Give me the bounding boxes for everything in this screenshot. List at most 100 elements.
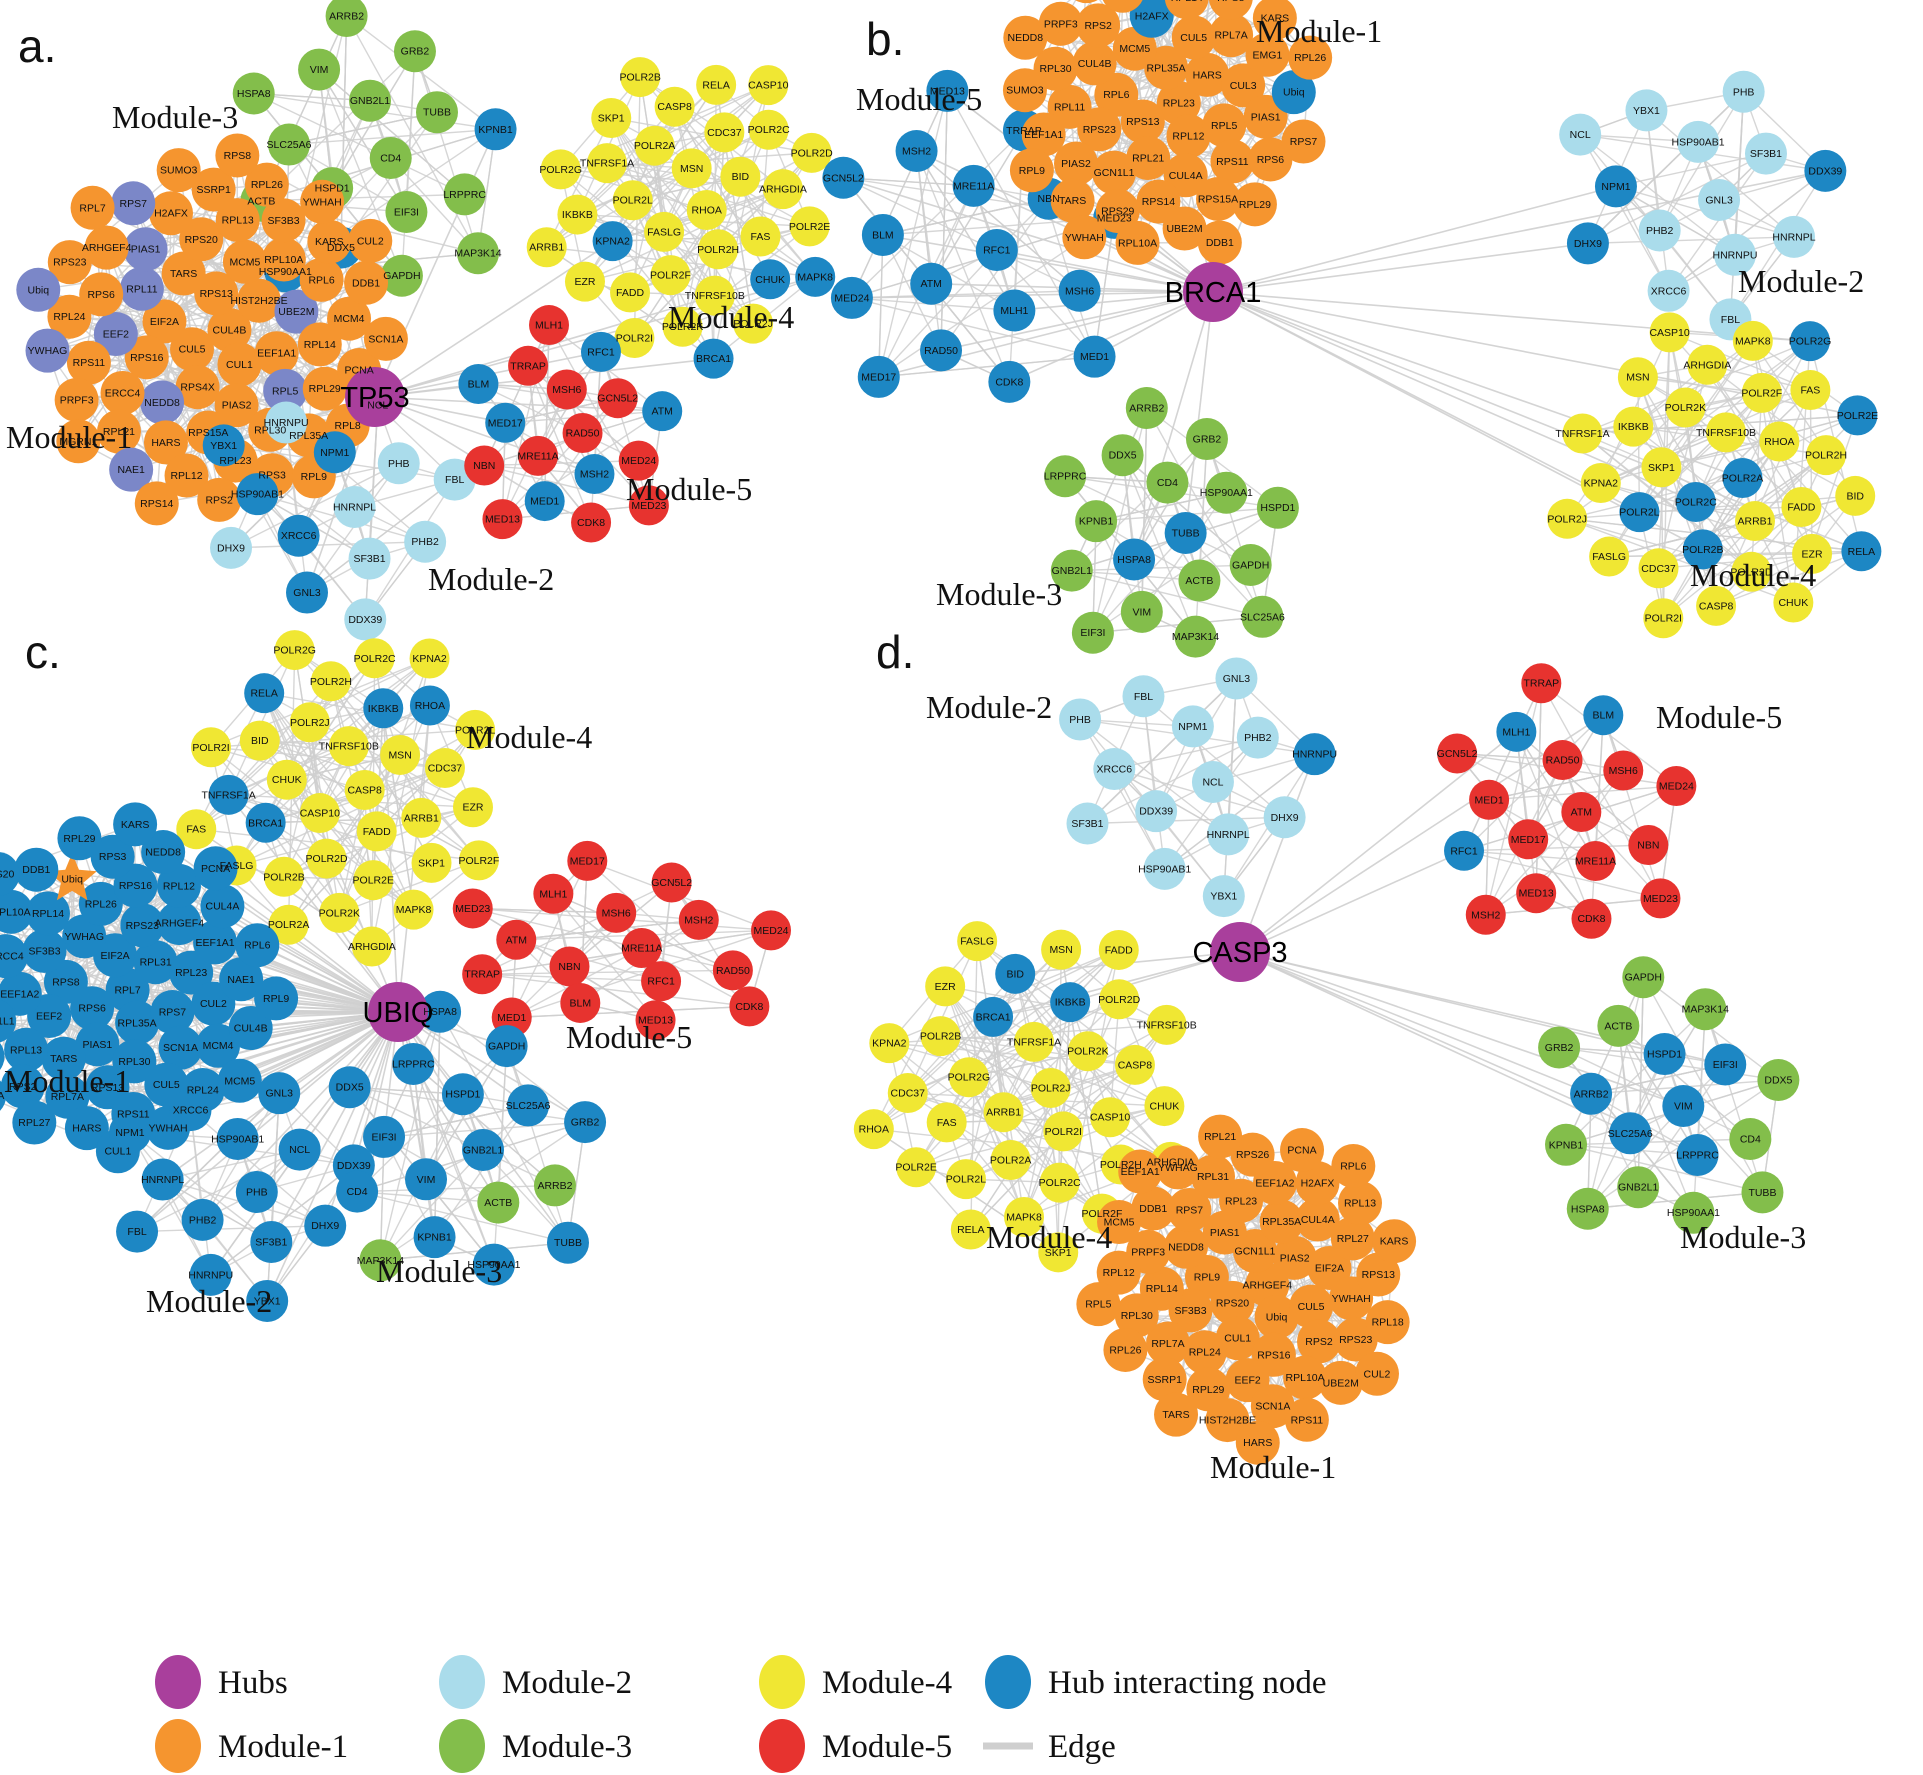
panel-b: b. RFC1 ATM MRE11A MLH1 BLM NBN RAD50 MSH2 MSH6 ME… — [822, 0, 1882, 658]
node-label-POLR2C: POLR2C — [354, 653, 396, 665]
node-label-RPL7A: RPL7A — [1214, 30, 1247, 42]
node-label-RPL8: RPL8 — [335, 420, 361, 432]
node-MSN — [380, 734, 421, 775]
node-label-VIM: VIM — [417, 1174, 436, 1186]
edge — [1456, 752, 1649, 846]
node-label-RPL35A: RPL35A — [1147, 62, 1186, 74]
node-NEDD8 — [1003, 15, 1048, 60]
edge — [433, 1011, 441, 1238]
node-POLR2C — [1675, 481, 1716, 522]
node-HARS — [1185, 52, 1230, 97]
node-label-RPL29: RPL29 — [309, 383, 341, 395]
node-label-HSP90AB1: HSP90AB1 — [211, 1133, 264, 1145]
edge — [1638, 392, 1763, 513]
node-label-RPS13: RPS13 — [1126, 116, 1159, 128]
node-label-PIAS1: PIAS1 — [83, 1039, 113, 1051]
legend-label-Module-2: Module-2 — [502, 1665, 632, 1701]
node-HNRNPU — [265, 401, 308, 444]
node-label-RHOA: RHOA — [1764, 436, 1794, 448]
node-MSN — [1617, 357, 1658, 398]
hub-label-BRCA1: BRCA1 — [1165, 277, 1262, 309]
node-label-GRB2: GRB2 — [571, 1117, 600, 1129]
node-label-POLR2B: POLR2B — [263, 871, 304, 883]
node-CASP10 — [1090, 1097, 1131, 1138]
node-label-HARS: HARS — [72, 1123, 101, 1135]
node-label-NCL: NCL — [289, 1144, 310, 1156]
edge — [552, 893, 657, 1021]
node-ATM — [910, 262, 953, 305]
module-label-b-Module-2: Module-2 — [1738, 263, 1864, 299]
node-label-CASP8: CASP8 — [657, 101, 692, 113]
edge — [843, 177, 1080, 292]
node-label-NBN: NBN — [1637, 839, 1659, 851]
node-label-YWHAH: YWHAH — [1332, 1293, 1371, 1305]
node-CDC37 — [704, 112, 745, 153]
edge — [1645, 110, 1670, 291]
node-label-MSN: MSN — [388, 749, 411, 761]
node-KPNB1 — [1075, 500, 1118, 543]
node-label-RPS20: RPS20 — [1216, 1297, 1249, 1309]
node-POLR2E — [353, 860, 394, 901]
node-label-PHB: PHB — [1733, 86, 1755, 98]
node-label-CHUK: CHUK — [1150, 1101, 1180, 1113]
node-label-MED1: MED1 — [1475, 794, 1504, 806]
legend-label-Module-1: Module-1 — [218, 1729, 348, 1765]
node-label-HSPA8: HSPA8 — [237, 88, 271, 100]
node-label-GCN5L2: GCN5L2 — [823, 172, 864, 184]
node-GCN1L1 — [0, 999, 17, 1043]
node-TNFRSF10B — [1146, 1004, 1187, 1045]
node-POLR2J — [1547, 498, 1588, 539]
hub-edge — [882, 234, 1214, 293]
node-label-FASLG: FASLG — [1592, 551, 1626, 563]
node-CASP8 — [344, 770, 385, 810]
node-NPM1 — [313, 431, 356, 474]
node-ERCC4 — [100, 370, 145, 415]
node-label-PIAS1: PIAS1 — [131, 244, 161, 256]
node-POLR2C — [354, 638, 395, 679]
node-label-MCM4: MCM4 — [334, 313, 365, 325]
node-NEDD8 — [140, 380, 185, 425]
node-label-ATM: ATM — [506, 934, 527, 946]
node-CD4 — [336, 1170, 379, 1213]
node-label-POLR2I: POLR2I — [1645, 613, 1682, 625]
node-label-NEDD8: NEDD8 — [145, 847, 181, 859]
node-label-CDC37: CDC37 — [1641, 563, 1676, 575]
node-RPL30 — [1033, 46, 1078, 91]
node-label-FADD: FADD — [1787, 501, 1815, 513]
node-label-CUL5: CUL5 — [179, 344, 206, 356]
node-HSP90AB1 — [1677, 120, 1720, 163]
node-label-RPS13: RPS13 — [91, 1082, 124, 1094]
node-YWHAH — [1062, 215, 1107, 260]
edge — [1164, 753, 1316, 870]
node-label-HSP90AA1: HSP90AA1 — [259, 266, 312, 278]
node-label-RPL7: RPL7 — [114, 985, 140, 997]
node-IKBKB — [557, 194, 598, 235]
edge — [1658, 441, 1780, 569]
node-label-GRB2: GRB2 — [1193, 434, 1222, 446]
node-label-ARHGDIA: ARHGDIA — [1147, 1156, 1195, 1168]
node-GCN5L2 — [822, 156, 865, 199]
node-SF3B1 — [348, 537, 391, 580]
node-label-POLR2B: POLR2B — [920, 1031, 961, 1043]
edge — [851, 297, 1095, 358]
node-label-RPL21: RPL21 — [1132, 153, 1164, 165]
node-label-HARS: HARS — [1243, 1437, 1272, 1449]
node-label-PRPF3: PRPF3 — [1044, 18, 1078, 30]
node-FASLG — [1589, 536, 1630, 577]
hub-edge — [202, 1011, 399, 1221]
node-label-MAPK8: MAPK8 — [1006, 1212, 1042, 1224]
node-label-KARS: KARS — [1261, 13, 1290, 25]
hub-edge — [1239, 850, 1465, 953]
node-RPS14 — [134, 481, 179, 526]
node-label-ARRB2: ARRB2 — [1129, 403, 1164, 415]
node-label-YWHAH: YWHAH — [149, 1122, 188, 1134]
node-label-MED13: MED13 — [1519, 888, 1554, 900]
module-label-a-Module-2: Module-2 — [428, 561, 554, 597]
node-label-ACTB: ACTB — [247, 195, 275, 207]
node-HSPA8 — [1113, 538, 1156, 581]
node-CUL1 — [1215, 1316, 1260, 1361]
node-label-RPS11: RPS11 — [117, 1108, 150, 1120]
node-label-TRRAP: TRRAP — [1524, 678, 1560, 690]
node-label-RPS4X: RPS4X — [180, 382, 214, 394]
node-POLR2L — [1619, 492, 1660, 533]
